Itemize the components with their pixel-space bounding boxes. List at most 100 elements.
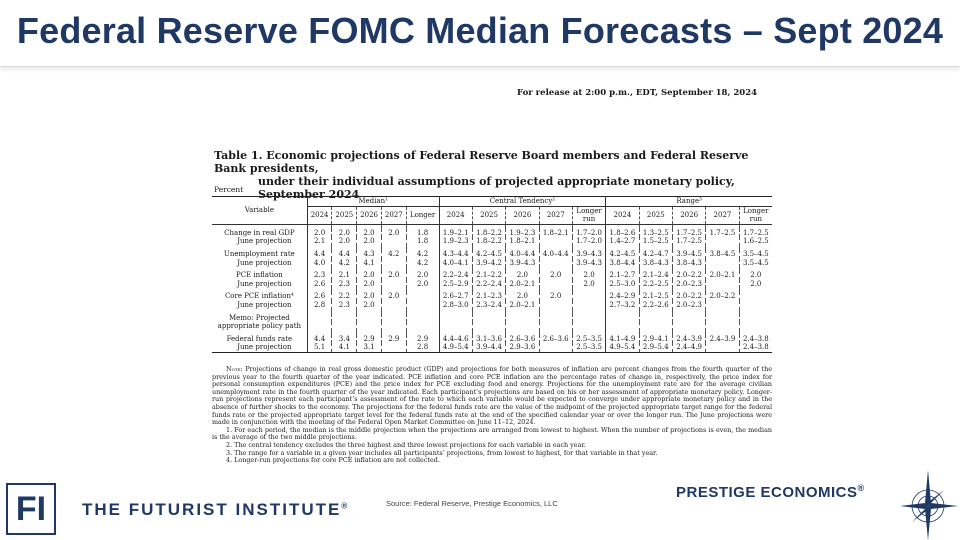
table-cell: 2.0 — [381, 271, 406, 280]
table-body: Change in real GDP 2.0 2.0 2.0 2.0 1.8 1.9–2.1… — [212, 224, 772, 352]
longer-run-header: Longer — [406, 206, 439, 224]
table-row: June projection 2.8 2.3 2.0 2.8–3.0 2.3–2.4 2.… — [212, 301, 772, 310]
table-cell: 2.0 — [539, 271, 572, 280]
table-cell: 1.8 — [406, 237, 439, 246]
table-row: June projection 2.1 2.0 2.0 1.8 1.9–2.3 1.8–2.… — [212, 237, 772, 246]
table-cell: 2.0 — [357, 271, 382, 280]
table-cell: 1.8–2.1 — [506, 237, 539, 246]
table-cell: 4.3–4.4 — [439, 250, 472, 259]
table-cell: 4.0–4.4 — [506, 250, 539, 259]
table-cell: 2.0 — [506, 292, 539, 301]
futurist-institute-name: THE FUTURIST INSTITUTE® — [82, 500, 349, 520]
table-cell: 2.0 — [572, 271, 605, 280]
year-header: 2026 — [672, 206, 705, 224]
table-cell: 4.0 — [307, 259, 332, 268]
table-cell: 2.1–2.4 — [639, 271, 672, 280]
table-cell: 1.7–2.5 — [706, 229, 739, 238]
table-cell: 2.8 — [406, 343, 439, 352]
table-cell: 5.1 — [307, 343, 332, 352]
table-cell: 1.9–2.3 — [506, 229, 539, 238]
table-cell: 2.0 — [381, 292, 406, 301]
table-cell — [539, 237, 572, 246]
table-cell: 2.0–2.1 — [506, 301, 539, 310]
variable-header: Variable — [212, 197, 307, 225]
table-cell: 1.9–2.3 — [439, 237, 472, 246]
table-row: June projection 5.1 4.1 3.1 2.8 4.9–5.4 3.9–4.… — [212, 343, 772, 352]
table-caption: Table 1. Economic projections of Federal… — [214, 149, 774, 201]
table-cell: 1.7–2.0 — [572, 229, 605, 238]
table-cell — [706, 343, 739, 352]
table-cell: 2.5–3.0 — [606, 280, 639, 289]
table-cell — [739, 301, 772, 310]
table-cell: 2.8–3.0 — [439, 301, 472, 310]
table-cell: 4.3 — [357, 250, 382, 259]
table-cell: 2.2 — [332, 292, 357, 301]
table-cell: 1.7–2.5 — [672, 229, 705, 238]
futurist-logo: FI — [6, 483, 56, 535]
table-cell: 2.3 — [307, 271, 332, 280]
table-cell: 4.9–5.4 — [606, 343, 639, 352]
table-cell: 1.6–2.5 — [739, 237, 772, 246]
table-cell: 2.0–2.3 — [672, 280, 705, 289]
table-cell: 4.2 — [406, 250, 439, 259]
table-cell: 4.0–4.4 — [539, 250, 572, 259]
table-cell: 2.6–3.6 — [539, 335, 572, 344]
table-cell: 2.0 — [381, 229, 406, 238]
table-cell — [706, 280, 739, 289]
memo-row: Memo: Projected — [212, 314, 772, 323]
table-cell: 1.4–2.7 — [606, 237, 639, 246]
row-label: PCE inflation — [212, 271, 307, 280]
footnote: 4. Longer-run projections for core PCE i… — [212, 457, 772, 465]
table-cell: 2.0 — [739, 280, 772, 289]
table-cell: 2.3 — [332, 301, 357, 310]
row-label: June projection — [212, 259, 307, 268]
table-cell: 2.6–3.6 — [506, 335, 539, 344]
table-cell: 3.8–4.5 — [706, 250, 739, 259]
table-cell: 2.6 — [307, 280, 332, 289]
year-header: 2024 — [606, 206, 639, 224]
table-cell — [706, 301, 739, 310]
table-cell: 2.0–2.2 — [706, 292, 739, 301]
table-cell — [572, 301, 605, 310]
table-cell — [539, 259, 572, 268]
table-row: PCE inflation 2.3 2.1 2.0 2.0 2.0 2.2–2.4 2.1–2… — [212, 271, 772, 280]
table-cell: 2.2–2.4 — [472, 280, 505, 289]
table-cell: 1.7–2.5 — [739, 229, 772, 238]
table-cell: 3.8–4.3 — [672, 259, 705, 268]
table-cell: 1.8–2.6 — [606, 229, 639, 238]
table-cell: 2.9–4.1 — [639, 335, 672, 344]
table-cell: 2.1–2.3 — [472, 292, 505, 301]
table-cell: 3.5–4.5 — [739, 250, 772, 259]
table-cell: 4.2–4.7 — [639, 250, 672, 259]
table-cell: 4.2–4.5 — [472, 250, 505, 259]
table-cell: 2.4–3.8 — [739, 335, 772, 344]
table-cell — [539, 343, 572, 352]
table-cell: 2.0 — [357, 237, 382, 246]
table-cell: 2.3 — [332, 280, 357, 289]
year-header: 2024 — [439, 206, 472, 224]
table-cell: 2.0–2.3 — [672, 301, 705, 310]
year-header: 2026 — [506, 206, 539, 224]
table-cell: 4.4 — [307, 250, 332, 259]
table-cell: 3.9–4.3 — [572, 259, 605, 268]
table-cell: 1.3–2.5 — [639, 229, 672, 238]
row-label: Change in real GDP — [212, 229, 307, 238]
table-row: Federal funds rate 4.4 3.4 2.9 2.9 2.9 4.4–4.6… — [212, 335, 772, 344]
table-cell — [706, 259, 739, 268]
table-cell — [539, 301, 572, 310]
memo-label: appropriate policy path — [212, 322, 307, 331]
table-cell: 3.9–4.2 — [472, 259, 505, 268]
table-cell: 3.8–4.4 — [606, 259, 639, 268]
table-cell: 2.3–2.4 — [472, 301, 505, 310]
table-cell: 1.8–2.2 — [472, 237, 505, 246]
table-cell: 2.0 — [357, 292, 382, 301]
year-header: 2027 — [706, 206, 739, 224]
row-label: June projection — [212, 301, 307, 310]
table-cell: 2.1 — [307, 237, 332, 246]
table-cell: 4.2–4.5 — [606, 250, 639, 259]
table-cell: 3.9–4.4 — [472, 343, 505, 352]
table-cell: 4.2 — [332, 259, 357, 268]
unit-label: Percent — [214, 185, 243, 194]
table-cell: 1.8–2.2 — [472, 229, 505, 238]
table-cell: 2.0–2.1 — [706, 271, 739, 280]
